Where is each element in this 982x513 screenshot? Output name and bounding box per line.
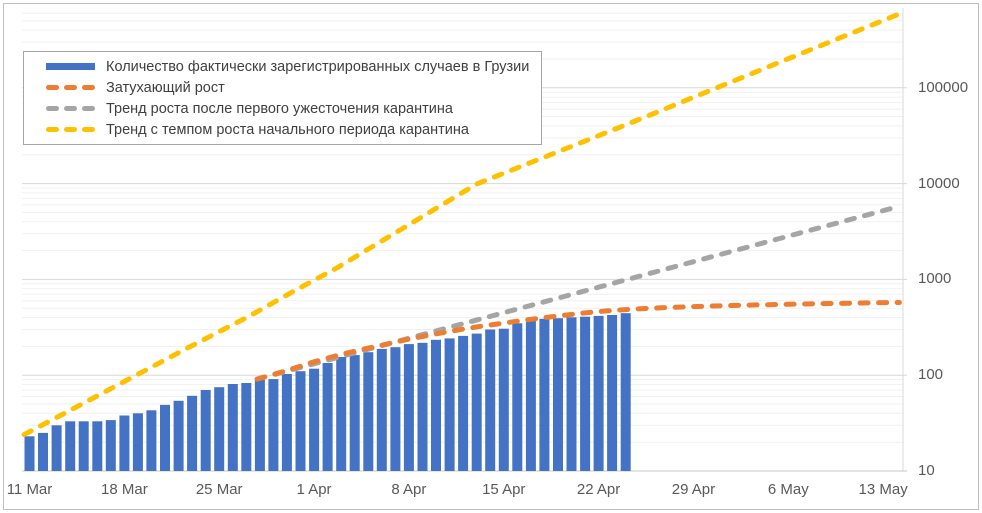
bar xyxy=(566,317,577,471)
bar xyxy=(38,432,48,471)
bar xyxy=(119,415,130,471)
bar xyxy=(78,421,89,471)
bar xyxy=(268,379,279,471)
dash-swatch-icon xyxy=(46,106,98,111)
legend-item-label: Затухающий рост xyxy=(106,79,225,96)
bar xyxy=(363,352,374,471)
trend-line xyxy=(254,300,902,382)
bar xyxy=(295,371,306,471)
bar xyxy=(607,315,618,471)
legend-item-label: Тренд с темпом роста начального периода … xyxy=(106,121,469,138)
dash-swatch-icon xyxy=(46,85,98,90)
legend-item-label: Количество фактически зарегистрированных… xyxy=(106,58,530,75)
bar xyxy=(525,320,536,471)
bar xyxy=(458,335,469,471)
x-tick-label: 6 May xyxy=(767,481,809,498)
dash-swatch-icon xyxy=(46,127,98,132)
y-tick-label: 100000 xyxy=(918,78,969,96)
y-tick-label: 1000 xyxy=(918,270,952,288)
bar xyxy=(376,348,387,471)
legend-dash-swatch xyxy=(82,106,95,111)
bar xyxy=(214,387,225,471)
x-tick-label: 18 Mar xyxy=(101,481,148,498)
bar xyxy=(187,395,198,471)
bar xyxy=(539,318,550,471)
bar xyxy=(553,318,563,471)
x-tick-label: 13 May xyxy=(858,481,908,498)
legend-dash-swatch xyxy=(46,127,59,132)
bar xyxy=(160,404,170,471)
bar xyxy=(309,368,320,471)
bar-swatch-icon xyxy=(46,63,98,70)
bar xyxy=(336,357,347,471)
bar xyxy=(403,344,414,471)
legend-bar-swatch xyxy=(46,63,95,70)
bar xyxy=(24,436,35,471)
legend-item-actual-cases: Количество фактически зарегистрированных… xyxy=(24,56,529,77)
bar xyxy=(254,379,265,471)
legend: Количество фактически зарегистрированных… xyxy=(23,51,543,145)
x-tick-label: 25 Mar xyxy=(195,481,243,498)
bar xyxy=(51,425,62,471)
bar xyxy=(281,374,292,471)
y-tick-label: 10000 xyxy=(918,174,960,192)
bar xyxy=(620,313,631,471)
trend-line xyxy=(21,12,900,438)
bar xyxy=(132,413,143,471)
legend-dash-swatch xyxy=(46,85,59,90)
legend-item-decaying-growth: Затухающий рост xyxy=(24,77,529,98)
legend-item-first-tightening-trend: Тренд роста после первого ужесточения ка… xyxy=(24,98,529,119)
bar xyxy=(65,421,76,471)
bar xyxy=(593,315,604,471)
bar xyxy=(322,363,333,471)
bar xyxy=(431,339,441,471)
bar xyxy=(471,333,482,471)
bar xyxy=(485,329,496,471)
legend-dash-swatch xyxy=(64,106,77,111)
bar xyxy=(92,421,103,471)
bar xyxy=(241,383,252,471)
x-tick-label: 11 Mar xyxy=(6,481,53,498)
x-tick-label: 8 Apr xyxy=(391,481,427,498)
bar xyxy=(580,316,591,471)
bar xyxy=(200,390,211,471)
x-tick-label: 29 Apr xyxy=(671,481,716,498)
x-tick-label: 1 Apr xyxy=(296,481,332,498)
legend-dash-swatch xyxy=(64,85,77,90)
x-tick-label: 15 Apr xyxy=(482,481,526,498)
legend-dash-swatch xyxy=(46,106,59,111)
bar xyxy=(417,342,428,471)
bar xyxy=(349,355,360,471)
bar xyxy=(444,338,455,471)
y-tick-label: 10 xyxy=(918,462,935,479)
bar xyxy=(146,410,157,471)
bar xyxy=(105,420,116,471)
legend-dash-swatch xyxy=(82,127,95,132)
bar xyxy=(512,323,523,471)
bar xyxy=(173,400,184,471)
bar xyxy=(390,347,401,471)
bar xyxy=(498,328,509,471)
x-tick-label: 22 Apr xyxy=(576,481,621,498)
legend-item-label: Тренд роста после первого ужесточения ка… xyxy=(106,100,453,117)
legend-dash-swatch xyxy=(82,85,95,90)
legend-dash-swatch xyxy=(64,127,77,132)
legend-item-initial-period-trend: Тренд с темпом роста начального периода … xyxy=(24,119,529,140)
bar xyxy=(227,384,238,471)
y-tick-label: 100 xyxy=(918,366,944,384)
